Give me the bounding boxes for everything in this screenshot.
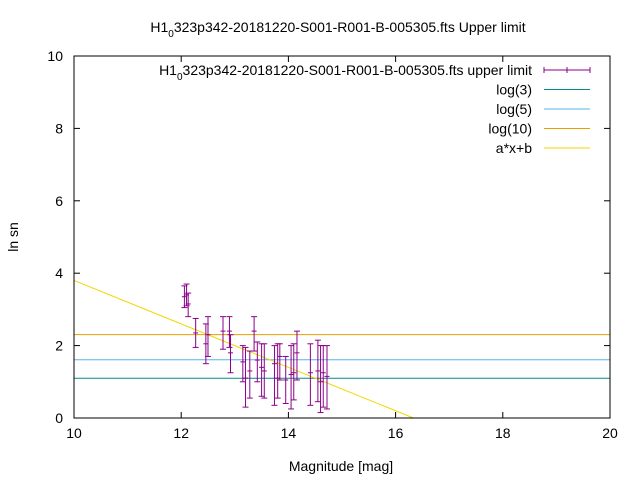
data-point: [205, 316, 211, 357]
x-tick-label: 20: [602, 425, 618, 441]
data-point: [239, 345, 246, 383]
data-point: [192, 317, 199, 348]
data-point: [181, 285, 188, 309]
y-tick-label: 6: [55, 193, 63, 209]
data-point: [258, 343, 265, 397]
x-tick-label: 12: [173, 425, 189, 441]
data-point: [314, 339, 321, 403]
data-point: [261, 343, 268, 399]
data-point: [251, 316, 258, 352]
y-axis-label: ln sn: [5, 222, 21, 252]
axis-ticks: 10 12 14 16 18 20 0 2 4 6 8 10: [47, 48, 618, 441]
y-tick-label: 4: [55, 265, 63, 281]
legend-label: a*x+b: [496, 140, 532, 156]
data-point: [290, 343, 297, 401]
data-point: [271, 345, 278, 406]
data-point: [288, 345, 295, 410]
legend-label: H10323p342-20181220-S001-R001-B-005305.f…: [159, 62, 532, 83]
y-tick-label: 8: [55, 120, 63, 136]
legend-label: log(3): [496, 82, 532, 98]
legend-label: log(5): [496, 101, 532, 117]
legend-label: log(10): [488, 121, 532, 137]
data-point: [185, 292, 192, 318]
x-tick-label: 18: [495, 425, 511, 441]
x-axis-label: Magnitude [mag]: [289, 458, 393, 474]
chart-title: H10323p342-20181220-S001-R001-B-005305.f…: [150, 19, 525, 40]
y-tick-label: 10: [47, 48, 63, 64]
data-point: [282, 355, 289, 405]
data-point: [254, 341, 261, 383]
data-point: [293, 330, 300, 381]
x-tick-label: 16: [388, 425, 404, 441]
fit-line: [73, 279, 414, 419]
legend: H10323p342-20181220-S001-R001-B-005305.f…: [159, 62, 591, 156]
plot-frame: [73, 55, 611, 419]
y-tick-label: 0: [55, 410, 63, 426]
data-point: [246, 350, 253, 399]
data-point: [227, 334, 234, 374]
plot-area: [73, 279, 610, 419]
data-point: [242, 346, 249, 408]
data-point: [276, 343, 283, 381]
x-tick-label: 10: [66, 425, 82, 441]
data-point: [307, 343, 314, 406]
y-tick-label: 2: [55, 338, 63, 354]
data-point: [323, 345, 330, 410]
data-point: [226, 316, 233, 348]
data-point: [220, 316, 227, 350]
x-tick-label: 14: [281, 425, 297, 441]
